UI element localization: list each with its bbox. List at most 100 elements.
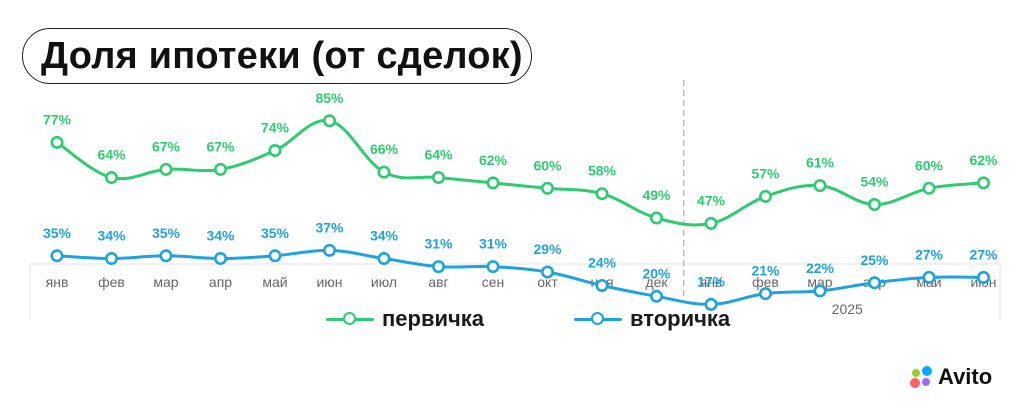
legend-item-secondary: вторичка [574, 304, 730, 334]
data-point-secondary [758, 287, 772, 301]
data-label-secondary: 20% [642, 265, 671, 281]
data-label-primary: 54% [860, 174, 889, 190]
data-point-secondary [922, 270, 936, 284]
data-point-primary [867, 198, 881, 212]
x-tick-label: янв [700, 274, 723, 290]
data-label-primary: 47% [697, 192, 726, 208]
data-label-secondary: 34% [206, 228, 235, 244]
data-label-secondary: 27% [915, 246, 944, 262]
data-point-primary [486, 176, 500, 190]
data-point-secondary [105, 252, 119, 266]
data-point-secondary [268, 249, 282, 263]
data-label-primary: 67% [206, 138, 235, 154]
data-point-secondary [214, 252, 228, 266]
data-point-primary [758, 189, 772, 203]
legend-swatch-secondary [574, 312, 622, 326]
data-label-secondary: 31% [479, 236, 508, 252]
brand-name: Avito [938, 364, 993, 389]
data-label-secondary: 31% [424, 236, 453, 252]
data-point-secondary [377, 252, 391, 266]
avito-logo-icon [910, 366, 934, 388]
data-label-primary: 85% [315, 90, 344, 106]
data-point-secondary [431, 260, 445, 274]
x-tick-label: янв [46, 274, 69, 290]
data-label-secondary: 17% [697, 273, 726, 289]
data-label-secondary: 29% [533, 241, 562, 257]
avito-logo: Avito [910, 364, 992, 390]
data-label-primary: 64% [424, 147, 453, 163]
data-point-secondary [486, 260, 500, 274]
data-point-primary [922, 181, 936, 195]
x-tick-label: фев [752, 274, 779, 290]
data-point-secondary [50, 249, 64, 263]
title-pill: Доля ипотеки (от сделок) [22, 28, 532, 84]
data-label-primary: 60% [915, 157, 944, 173]
x-tick-label: апр [209, 274, 232, 290]
series-line-primary [55, 119, 985, 227]
legend-label-primary: первичка [382, 306, 485, 331]
data-label-secondary: 35% [43, 225, 72, 241]
data-label-primary: 60% [533, 157, 562, 173]
data-label-secondary: 34% [370, 228, 399, 244]
data-point-primary [214, 162, 228, 176]
data-label-secondary: 27% [969, 246, 998, 262]
data-label-primary: 62% [479, 152, 508, 168]
legend-item-primary: первичка [326, 304, 484, 334]
data-point-primary [268, 144, 282, 158]
x-tick-label: дек [645, 274, 668, 290]
data-point-primary [159, 162, 173, 176]
x-tick-label: фев [98, 274, 125, 290]
data-label-secondary: 37% [315, 219, 344, 235]
legend-swatch-primary [326, 312, 374, 326]
data-point-secondary [867, 276, 881, 290]
data-point-secondary [649, 289, 663, 303]
chart-title: Доля ипотеки (от сделок) [41, 34, 523, 77]
data-point-secondary [704, 297, 718, 311]
x-tick-label: окт [537, 274, 558, 290]
data-label-primary: 49% [642, 187, 671, 203]
data-point-primary [431, 171, 445, 185]
data-point-primary [976, 176, 990, 190]
data-label-secondary: 25% [860, 252, 889, 268]
data-point-primary [322, 114, 336, 128]
x-tick-label: мар [807, 274, 832, 290]
data-label-primary: 67% [152, 138, 181, 154]
data-point-primary [595, 187, 609, 201]
x-tick-label: мар [153, 274, 178, 290]
data-point-secondary [595, 278, 609, 292]
x-tick-label: сен [482, 274, 505, 290]
data-label-primary: 64% [97, 147, 126, 163]
data-point-secondary [813, 284, 827, 298]
data-point-secondary [322, 243, 336, 257]
x-tick-label: авг [428, 274, 448, 290]
data-label-secondary: 21% [751, 263, 780, 279]
data-label-secondary: 34% [97, 228, 126, 244]
data-point-secondary [540, 265, 554, 279]
data-label-primary: 61% [806, 155, 835, 171]
data-label-secondary: 24% [588, 255, 617, 271]
x-tick-label: июл [371, 274, 397, 290]
data-label-primary: 57% [751, 165, 780, 181]
data-point-primary [105, 171, 119, 185]
data-point-secondary [976, 270, 990, 284]
data-point-primary [813, 179, 827, 193]
legend-label-secondary: вторичка [630, 306, 731, 331]
data-point-primary [50, 135, 64, 149]
data-label-primary: 62% [969, 152, 998, 168]
data-label-secondary: 35% [152, 225, 181, 241]
data-label-primary: 74% [261, 120, 290, 136]
data-label-secondary: 22% [806, 260, 835, 276]
data-label-primary: 58% [588, 163, 617, 179]
data-point-primary [377, 165, 391, 179]
data-label-primary: 66% [370, 141, 399, 157]
series-line-secondary [55, 248, 985, 306]
x-tick-label: июн [316, 274, 342, 290]
data-point-secondary [159, 249, 173, 263]
data-point-primary [704, 216, 718, 230]
x-tick-label: май [262, 274, 287, 290]
data-label-secondary: 35% [261, 225, 290, 241]
year-label: 2025 [832, 301, 863, 317]
data-point-primary [540, 181, 554, 195]
data-point-primary [649, 211, 663, 225]
